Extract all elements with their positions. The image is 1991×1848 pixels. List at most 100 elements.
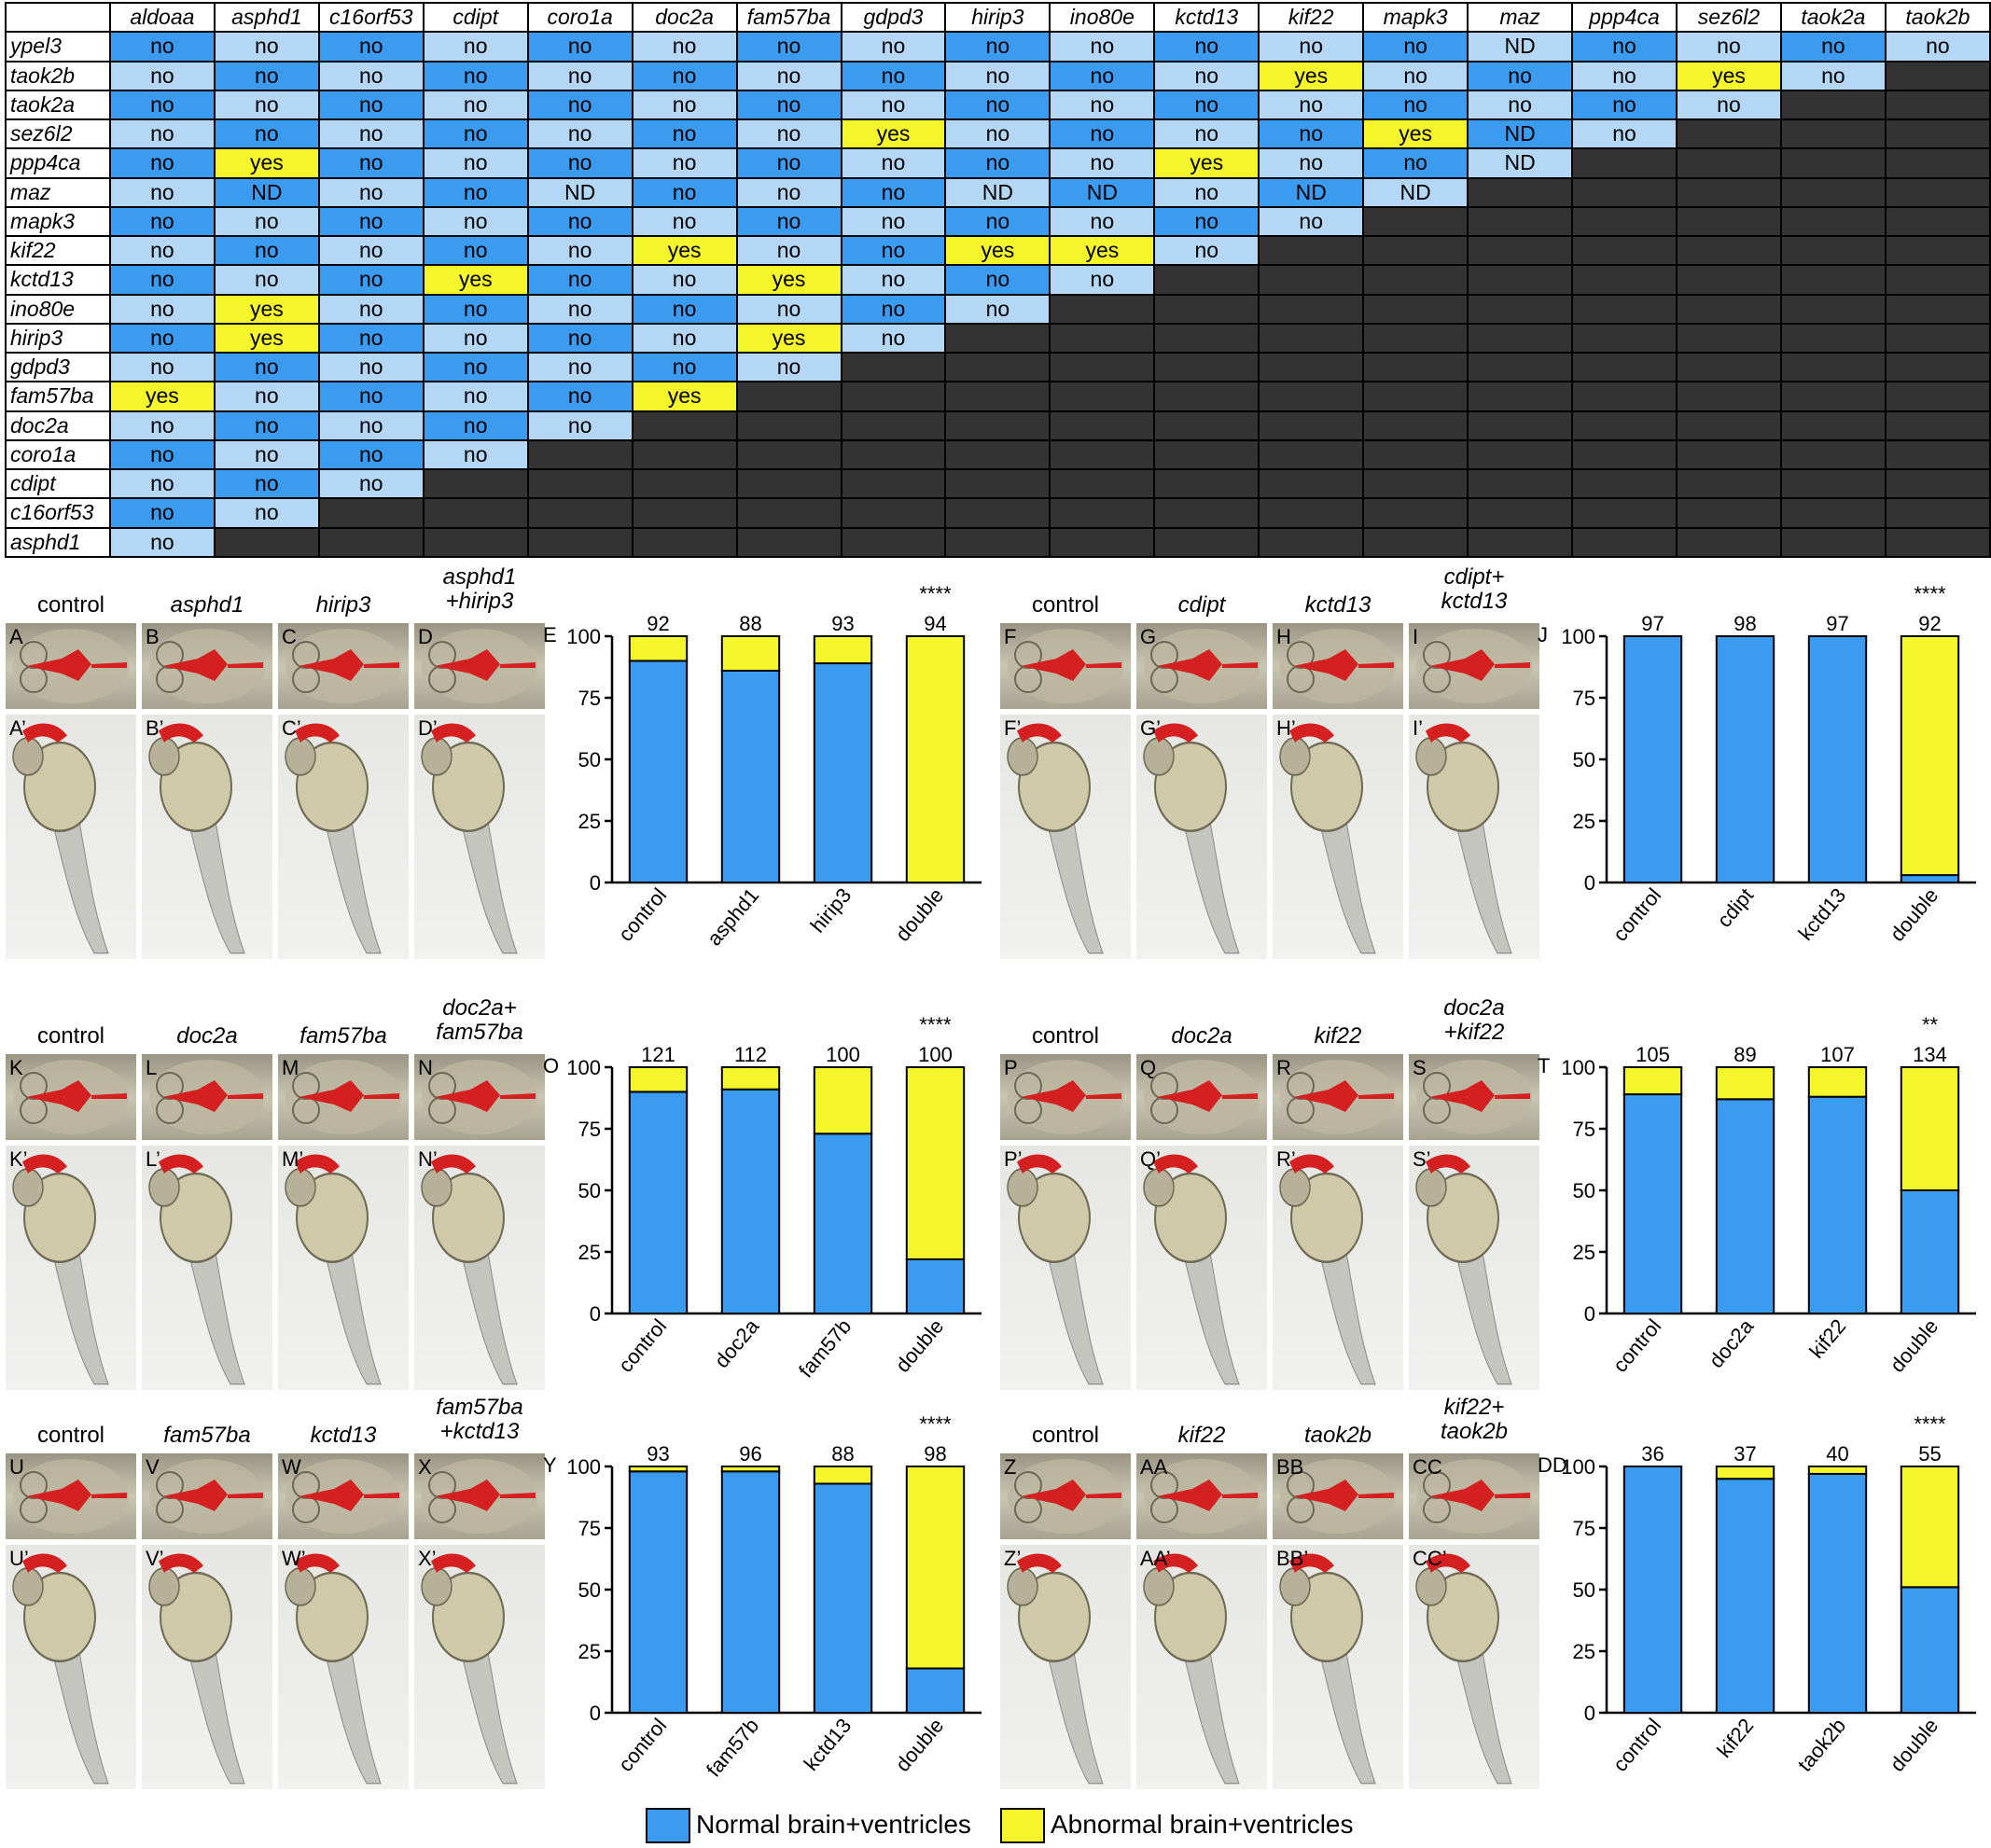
embryo-dorsal-photo: R [1273, 1054, 1403, 1140]
matrix-cell-empty [1571, 526, 1678, 558]
matrix-cell: no [317, 410, 425, 441]
matrix-cell-empty [1571, 264, 1678, 296]
bar-segment [1807, 1066, 1868, 1098]
chart-panel-letter: O [543, 1054, 560, 1077]
matrix-cell: no [1049, 89, 1156, 121]
matrix-cell-empty [735, 497, 842, 529]
matrix-cell: yes [1049, 234, 1156, 267]
y-tick-label: 0 [590, 871, 601, 895]
matrix-cell-empty [944, 497, 1051, 529]
panel-p6: control Z Z’ kif22 AA AA’ taok2b BB BB’ kif22+ ta… [1000, 1396, 1980, 1799]
embryo-lateral-photo: S’ [1409, 1146, 1539, 1390]
chart-panel-letter: Y [543, 1453, 557, 1477]
embryo-lateral-photo: B’ [142, 715, 272, 959]
matrix-cell-empty [944, 438, 1051, 471]
matrix-cell-empty [1467, 438, 1574, 471]
matrix-cell: no [840, 293, 947, 325]
n-label: 98 [924, 1442, 946, 1466]
matrix-cell: no [317, 118, 425, 150]
bar-segment [1622, 1093, 1683, 1315]
matrix-cell: no [944, 118, 1051, 150]
matrix-cell-empty [1571, 438, 1678, 471]
panel-p5: control U U’ fam57ba V V’ kctd13 W W’ fam57ba +kc… [6, 1396, 985, 1799]
embryo-lateral-photo: N’ [414, 1146, 545, 1390]
matrix-cell: no [526, 322, 634, 354]
matrix-cell-empty [1362, 526, 1469, 558]
matrix-cell-empty [1884, 89, 1991, 121]
matrix-row-header: taok2a [5, 89, 111, 121]
matrix-cell-empty [1779, 526, 1887, 558]
matrix-cell: no [108, 147, 216, 179]
matrix-cell: no [1153, 176, 1260, 208]
matrix-cell-empty [526, 467, 634, 500]
matrix-cell: no [735, 176, 842, 208]
matrix-cell: no [1258, 89, 1365, 121]
n-label: 100 [918, 1043, 953, 1066]
bar-segment [720, 1088, 781, 1315]
matrix-cell-empty [1571, 410, 1678, 441]
matrix-cell: ND [526, 176, 634, 208]
legend-normal-label: Normal brain+ventricles [696, 1810, 971, 1839]
matrix-col-header: gdpd3 [840, 1, 947, 34]
embryo-lateral-photo: H’ [1273, 715, 1403, 959]
panel-letter: N [418, 1056, 433, 1079]
matrix-cell: ND [1467, 147, 1574, 179]
matrix-cell-empty [1676, 322, 1782, 354]
matrix-cell: no [108, 526, 216, 558]
matrix-cell-empty [735, 526, 842, 558]
panel-letter: I [1413, 625, 1419, 648]
embryo-lateral-photo: G’ [1136, 715, 1267, 959]
matrix-cell-empty [1049, 438, 1156, 471]
matrix-cell: no [1676, 31, 1782, 63]
matrix-cell-empty [317, 497, 425, 529]
x-tick-label: double [1886, 883, 1943, 946]
x-tick-label: control [614, 1314, 672, 1377]
x-tick-label: control [614, 1714, 672, 1776]
matrix-row-header: ppp4ca [5, 147, 111, 179]
matrix-cell: no [317, 205, 425, 238]
matrix-cell: yes [213, 147, 320, 179]
y-tick-label: 50 [578, 748, 601, 771]
matrix-cell-empty [840, 526, 947, 558]
bar-segment [905, 635, 966, 883]
matrix-cell: no [422, 31, 529, 63]
matrix-cell: no [631, 118, 738, 150]
x-tick-label: control [1608, 1714, 1666, 1776]
matrix-cell-empty [1571, 293, 1678, 325]
bar-segment [628, 1091, 689, 1315]
matrix-cell: no [213, 89, 320, 121]
bar-segment [628, 1470, 689, 1715]
matrix-cell-empty [1153, 438, 1260, 471]
matrix-cell: no [422, 381, 529, 412]
panel-letter: A [9, 625, 23, 648]
matrix-cell-empty [1153, 322, 1260, 354]
matrix-cell: no [631, 351, 738, 383]
matrix-cell-empty [840, 438, 947, 471]
significance-label: **** [1914, 582, 1946, 605]
n-label: 134 [1913, 1043, 1947, 1066]
condition-label: asphd1 +hirip3 [442, 564, 517, 614]
matrix-cell: no [1049, 31, 1156, 63]
significance-label: **** [919, 1013, 952, 1036]
matrix-cell-empty [1258, 467, 1365, 500]
matrix-cell: no [1571, 89, 1678, 121]
matrix-cell: no [422, 89, 529, 121]
condition-label: control [36, 592, 105, 618]
significance-label: ** [1922, 1013, 1939, 1036]
legend-abnormal-swatch [1000, 1808, 1045, 1843]
matrix-cell-empty [1467, 497, 1574, 529]
bar-segment [1900, 1066, 1960, 1191]
matrix-row-header: taok2b [5, 60, 111, 91]
matrix-cell-empty [840, 351, 947, 383]
matrix-cell: no [631, 147, 738, 179]
panel-letter: D’ [418, 716, 438, 740]
matrix-cell-empty [1779, 205, 1887, 238]
panel-letter: Q [1140, 1056, 1157, 1079]
chart-svg: 0 25 50 75 100 121 control 112 doc2a 100 fam57b 100… [566, 1013, 982, 1382]
matrix-cell: no [213, 438, 320, 471]
matrix-cell-empty [1049, 410, 1156, 441]
condition-label: kctd13 [310, 1423, 377, 1448]
matrix-cell-empty [1571, 176, 1678, 208]
matrix-col-header: kctd13 [1153, 1, 1260, 34]
matrix-cell: no [108, 497, 216, 529]
